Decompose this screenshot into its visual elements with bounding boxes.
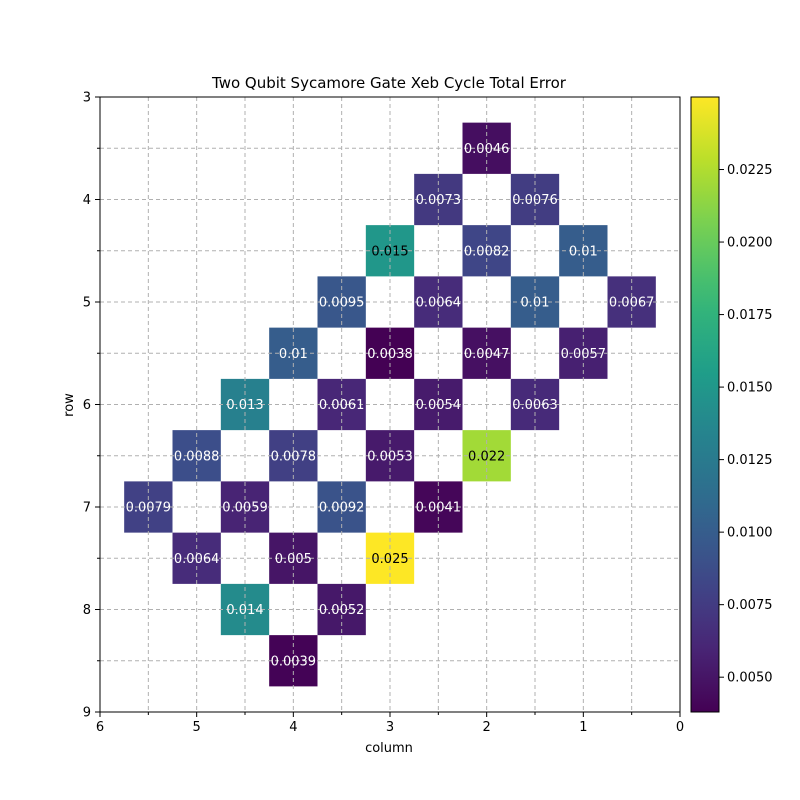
cell-value-label: 0.0041 — [416, 501, 462, 516]
y-tick-label: 8 — [83, 603, 91, 618]
cell-value-label: 0.0063 — [512, 398, 558, 413]
x-tick-label: 1 — [579, 720, 587, 735]
cell-value-label: 0.0076 — [512, 193, 558, 208]
cell-value-label: 0.0088 — [174, 449, 220, 464]
y-tick-label: 7 — [83, 501, 91, 516]
x-tick-label: 5 — [193, 720, 201, 735]
cell-value-label: 0.014 — [226, 603, 263, 618]
cell-value-labels: 0.0046 0.0073 0.0076 0.015 0.0082 0.01 0.0095 0… — [126, 142, 655, 670]
cell-value-label: 0.0078 — [271, 449, 317, 464]
cell-value-label: 0.01 — [569, 244, 598, 259]
cell-value-label: 0.0053 — [367, 449, 413, 464]
cell-value-label: 0.0064 — [416, 296, 462, 311]
cell-value-label: 0.013 — [226, 398, 263, 413]
cell-value-label: 0.025 — [371, 552, 408, 567]
x-axis-label: column — [365, 741, 413, 756]
x-tick-label: 3 — [386, 720, 394, 735]
cell-value-label: 0.0073 — [416, 193, 462, 208]
cell-value-label: 0.022 — [468, 449, 505, 464]
cell-value-label: 0.0092 — [319, 501, 365, 516]
colorbar-tick-label: 0.0175 — [727, 308, 773, 323]
y-tick-label: 5 — [83, 296, 91, 311]
colorbar-tick-label: 0.0100 — [727, 526, 773, 541]
cell-value-label: 0.01 — [279, 347, 308, 362]
cell-value-label: 0.0046 — [464, 142, 510, 157]
y-axis-label: row — [62, 393, 77, 417]
colorbar-tick-label: 0.0050 — [727, 671, 773, 686]
cell-value-label: 0.0061 — [319, 398, 365, 413]
x-tick-label: 0 — [676, 720, 684, 735]
colorbar-tick-label: 0.0150 — [727, 381, 773, 396]
colorbar-tick-label: 0.0075 — [727, 598, 773, 613]
cell-value-label: 0.0039 — [271, 654, 317, 669]
cell-value-label: 0.0054 — [416, 398, 462, 413]
cell-value-label: 0.0052 — [319, 603, 365, 618]
cell-value-label: 0.015 — [371, 244, 408, 259]
x-tick-label: 2 — [483, 720, 491, 735]
cell-value-label: 0.005 — [275, 552, 312, 567]
y-tick-label: 6 — [83, 398, 91, 413]
cell-value-label: 0.0038 — [367, 347, 413, 362]
chart-title: Two Qubit Sycamore Gate Xeb Cycle Total … — [211, 74, 567, 92]
grid-lines — [100, 97, 680, 712]
y-tick-label: 4 — [83, 193, 91, 208]
x-tick-label: 6 — [96, 720, 104, 735]
y-tick-label: 3 — [83, 91, 91, 106]
colorbar-tick-label: 0.0225 — [727, 163, 773, 178]
cell-value-label: 0.0082 — [464, 244, 510, 259]
x-tick-label: 4 — [289, 720, 297, 735]
x-axis-ticks: 6 5 4 3 2 1 0 — [96, 712, 684, 735]
cell-value-label: 0.0067 — [609, 296, 655, 311]
colorbar-gradient — [690, 96, 720, 713]
y-tick-label: 9 — [83, 706, 91, 721]
colorbar-tick-label: 0.0125 — [727, 453, 773, 468]
cell-value-label: 0.01 — [521, 296, 550, 311]
cell-value-label: 0.0057 — [561, 347, 607, 362]
cell-value-label: 0.0064 — [174, 552, 220, 567]
colorbar: 0.0050 0.0075 0.0100 0.0125 0.0150 0.0175 0.02… — [690, 96, 773, 713]
cell-value-label: 0.0095 — [319, 296, 365, 311]
cell-value-label: 0.0059 — [222, 501, 268, 516]
colorbar-tick-label: 0.0200 — [727, 236, 773, 251]
cell-value-label: 0.0047 — [464, 347, 510, 362]
cell-value-label: 0.0079 — [126, 501, 172, 516]
y-axis-ticks: 3 4 5 6 7 8 9 — [83, 91, 100, 721]
